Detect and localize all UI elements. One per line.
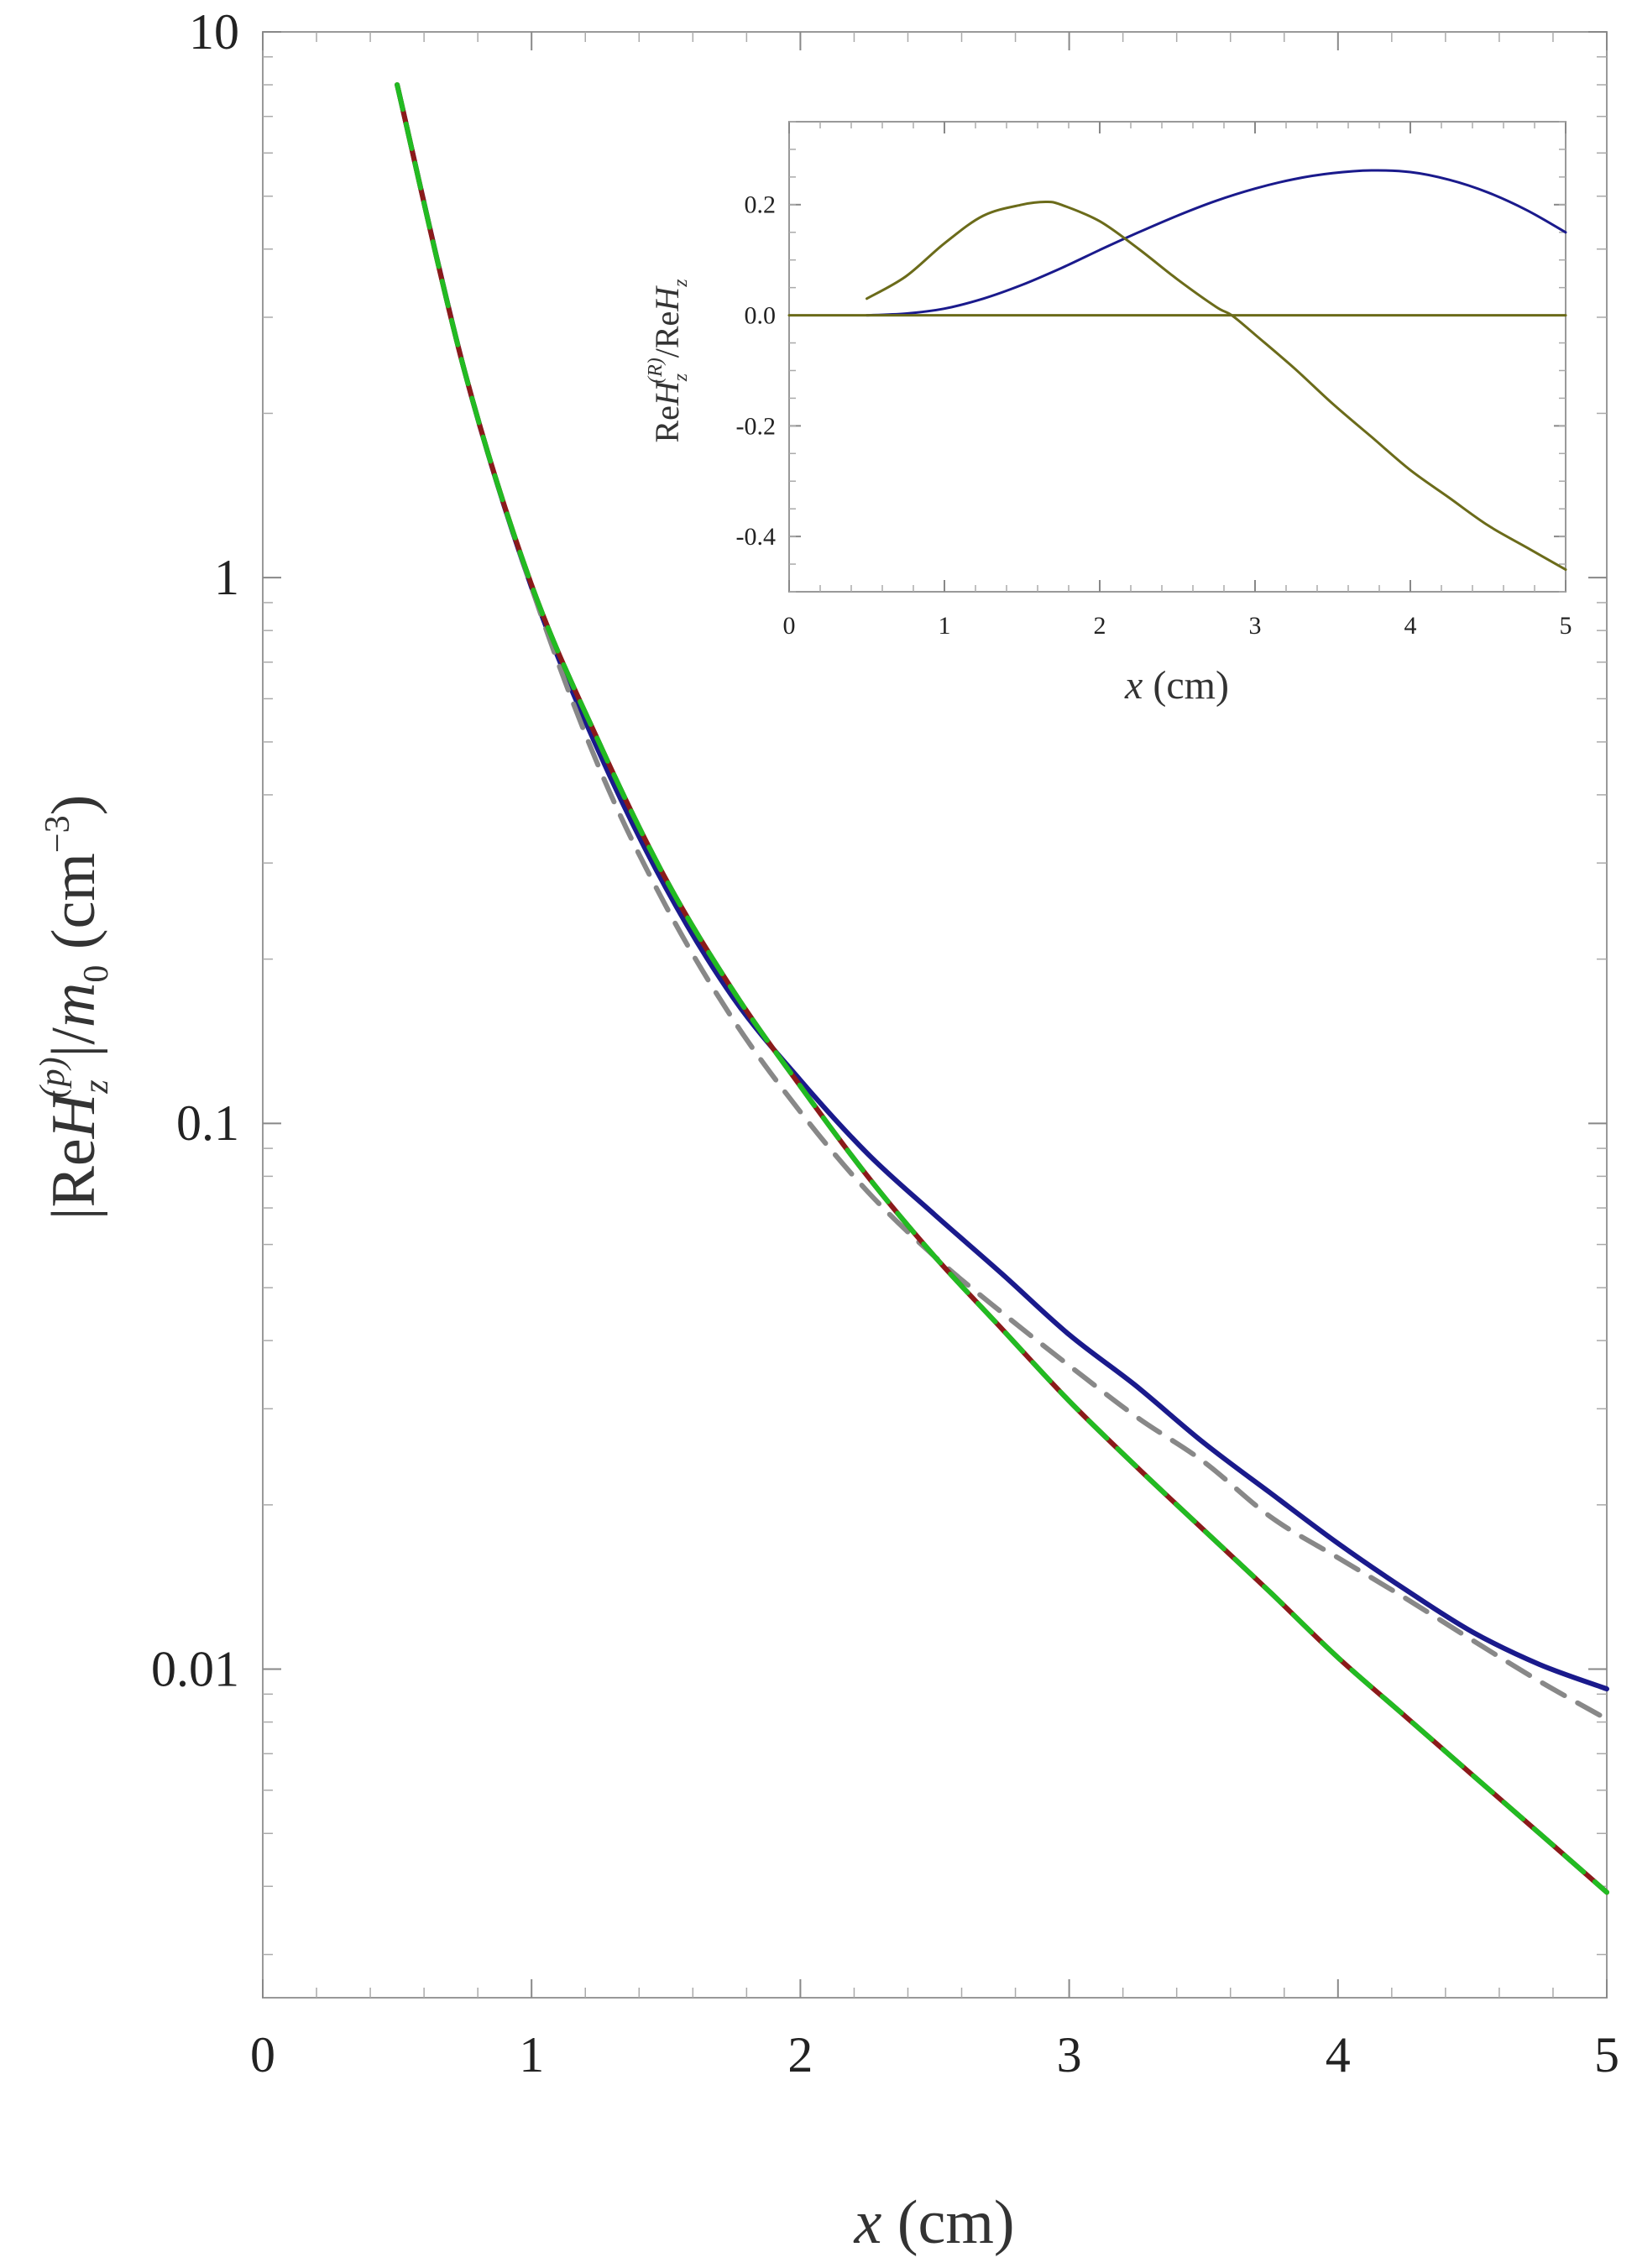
- inset-plot-frame: [788, 121, 1566, 593]
- inset-x-tick-label: 1: [939, 612, 951, 640]
- inset-tick-labels: 0 1 2 3 4 5 -0.4 -0.2 0.0 0.2: [736, 191, 1572, 640]
- inset-x-tick-label: 2: [1094, 612, 1106, 640]
- main-x-axis-title: x (cm): [853, 2188, 1014, 2257]
- inset-series-line-0: [866, 169, 1567, 317]
- main-series-line-3: [395, 82, 1609, 1895]
- main-x-tick-label: 2: [787, 2027, 813, 2082]
- main-ticks: [262, 31, 1608, 1998]
- main-plot-frame: [262, 31, 1608, 1999]
- main-y-tick-label: 0.01: [151, 1641, 239, 1696]
- inset-y-tick-label: 0.2: [745, 191, 777, 219]
- inset-x-axis-title: x (cm): [1124, 663, 1229, 708]
- main-series: [395, 82, 1609, 1895]
- main-x-tick-label: 4: [1326, 2027, 1351, 2082]
- main-y-tick-label: 10: [189, 4, 239, 60]
- inset-y-tick-label: -0.2: [736, 412, 777, 440]
- main-y-axis-title: |ReHz(p)|/m0 (cm−3): [34, 795, 116, 1220]
- main-x-tick-label: 3: [1057, 2027, 1082, 2082]
- inset-x-tick-label: 0: [783, 612, 796, 640]
- inset-background: [789, 122, 1566, 592]
- inset-x-tick-label: 5: [1560, 612, 1572, 640]
- inset-y-tick-label: 0.0: [745, 301, 777, 329]
- inset-x-tick-label: 4: [1404, 612, 1417, 640]
- main-x-tick-label: 5: [1594, 2027, 1619, 2082]
- inset-y-tick-label: -0.4: [736, 523, 777, 551]
- main-y-tick-label: 0.1: [176, 1095, 239, 1151]
- inset-plot: 0 1 2 3 4 5 -0.4 -0.2 0.0 0.2 x (cm) ReHz(R)/ReHz: [645, 121, 1572, 708]
- inset-series-line-1: [866, 200, 1567, 572]
- inset-y-axis-title: ReHz(R)/ReHz: [645, 279, 692, 443]
- inset-x-tick-label: 3: [1249, 612, 1262, 640]
- inset-series: [787, 169, 1567, 572]
- main-x-tick-label: 0: [250, 2027, 275, 2082]
- main-x-tick-label: 1: [519, 2027, 544, 2082]
- main-y-tick-label: 1: [214, 550, 239, 605]
